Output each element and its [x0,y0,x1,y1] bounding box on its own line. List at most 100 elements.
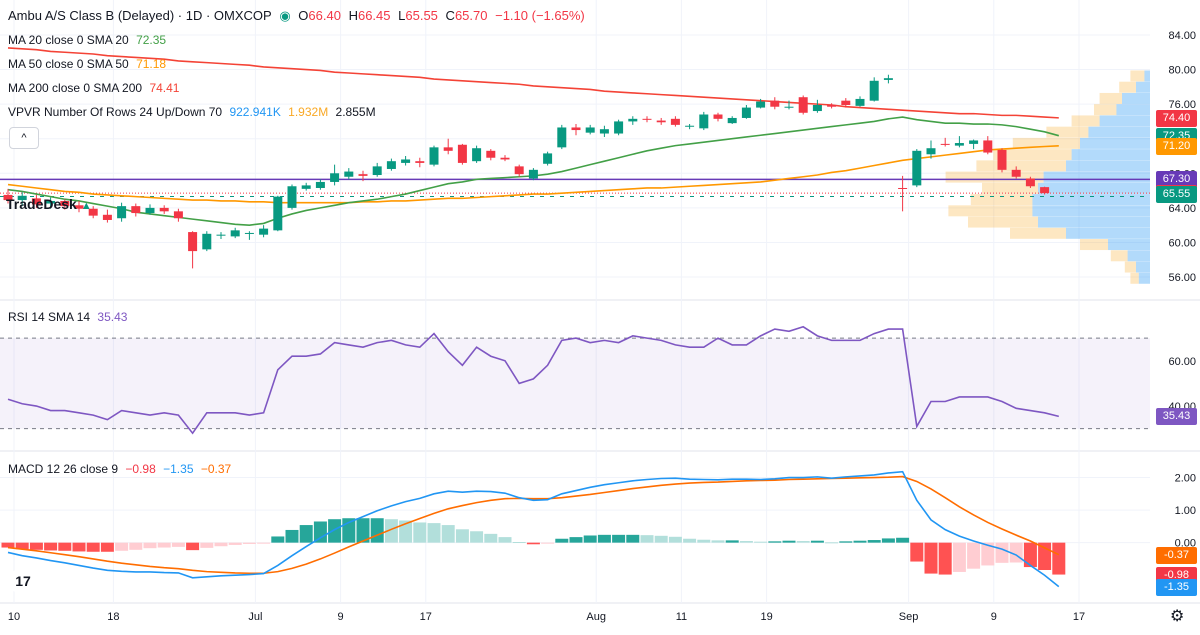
candle-body [88,208,98,216]
candle-body [997,149,1007,170]
volume-profile-down-bar [1038,182,1150,194]
candle-body [670,118,680,125]
price-tick-label: 56.00 [1168,272,1196,284]
candle-body [74,205,84,209]
candle-body [543,153,553,164]
l-value: 65.55 [405,8,438,23]
volume-profile-up-bar [1010,227,1066,239]
macd-histogram-bar [668,536,682,543]
macd-histogram-bar [29,542,43,550]
macd-histogram-bar [739,541,753,543]
c-value: 65.70 [454,8,488,23]
macd-histogram-bar [754,541,768,543]
volume-profile-up-bar [1012,137,1080,149]
vpvr-legend[interactable]: VPVR Number Of Rows 24 Up/Down 70 922.94… [8,105,380,119]
macd-histogram-bar [583,535,597,543]
rsi-label: RSI 14 SMA 14 [8,310,91,324]
macd-line-value: −1.35 [163,462,194,476]
ma20-legend[interactable]: MA 20 close 0 SMA 20 72.35 [8,33,170,47]
volume-profile-down-bar [1116,104,1150,116]
candle-body [883,78,893,80]
ma50-legend[interactable]: MA 50 close 0 SMA 50 71.18 [8,57,170,71]
candle-body [457,144,467,163]
macd-histogram-bar [271,536,285,543]
macd-histogram-bar [115,542,129,551]
time-tick-label: 18 [107,611,119,623]
macd-histogram-bar [257,542,271,544]
volume-profile-up-bar [1130,272,1139,284]
candle-body [344,171,354,177]
candle-body [315,181,325,188]
macd-axis-tag: -0.37 [1156,546,1197,564]
macd-histogram-bar [654,535,668,543]
macd-histogram-bar [384,519,398,543]
ma200-legend[interactable]: MA 200 close 0 SMA 200 74.41 [8,81,183,95]
candle-body [713,114,723,119]
volume-profile-up-bar [1046,126,1089,138]
gear-icon[interactable]: ⚙ [1170,608,1185,625]
macd-histogram-bar [200,542,214,548]
candle-body [940,143,950,145]
candle-body [244,232,254,234]
macd-tick-label: 1.00 [1175,505,1196,517]
candle-body [401,159,411,163]
macd-histogram-bar [683,538,697,543]
candle-body [230,230,240,237]
candle-body [17,195,27,201]
rsi-legend[interactable]: RSI 14 SMA 14 35.43 [8,310,131,324]
volume-profile-up-bar [1119,81,1136,93]
candle-body [514,166,524,175]
macd-legend[interactable]: MACD 12 26 close 9 −0.98 −1.35 −0.37 [8,462,235,476]
macd-histogram-bar [711,540,725,543]
volume-profile-down-bar [1038,216,1150,228]
macd-histogram-bar [526,542,540,545]
macd-histogram-bar [541,542,555,544]
macd-histogram-bar [242,542,256,544]
macd-histogram-bar [782,540,796,543]
time-tick-label: 17 [1073,611,1085,623]
volume-profile-down-bar [1127,250,1150,262]
tradingview-logo-icon[interactable]: 17 [8,568,38,594]
candle-body [798,97,808,113]
macd-histogram-bar [299,525,313,543]
macd-histogram-bar [285,529,299,543]
h-value: 66.45 [357,8,391,23]
volume-profile-down-bar [1088,126,1150,138]
volume-profile-down-bar [1066,160,1150,172]
o-label: O [298,8,309,23]
candle-body [557,127,567,148]
vpvr-up-value: 922.941K [229,105,281,119]
watermark-logo: TradeDesk ▲ [6,196,92,212]
macd-histogram-bar [228,542,242,545]
macd-label: MACD 12 26 close 9 [8,462,119,476]
macd-histogram-bar [612,534,626,543]
time-tick-label: 9 [338,611,344,623]
candle-body [869,80,879,101]
time-tick-label: 11 [676,611,687,623]
price-tick-label: 80.00 [1168,65,1196,77]
collapse-legend-button[interactable]: ^ [9,127,39,149]
c-label: C [445,8,455,23]
macd-histogram-bar [768,541,782,543]
macd-histogram-bar [399,520,413,543]
macd-histogram-bar [157,542,171,548]
macd-histogram-bar [810,540,824,543]
macd-histogram-bar [1052,542,1066,575]
volume-profile-down-bar [1080,137,1150,149]
time-tick-label: 17 [420,611,432,623]
time-tick-label: Jul [248,611,262,623]
candle-body [472,148,482,162]
candle-body [628,118,638,122]
time-tick-label: 10 [8,611,20,623]
candle-body [827,104,837,107]
candle-body [202,233,212,250]
volume-profile-up-bar [1071,115,1100,127]
rsi-axis-tag: 35.43 [1156,408,1197,426]
macd-histogram-bar [952,542,966,572]
macd-histogram-bar [15,542,29,550]
candle-body [841,100,851,105]
rsi-band-fill [0,338,1150,429]
volume-profile-down-bar [1043,171,1150,183]
